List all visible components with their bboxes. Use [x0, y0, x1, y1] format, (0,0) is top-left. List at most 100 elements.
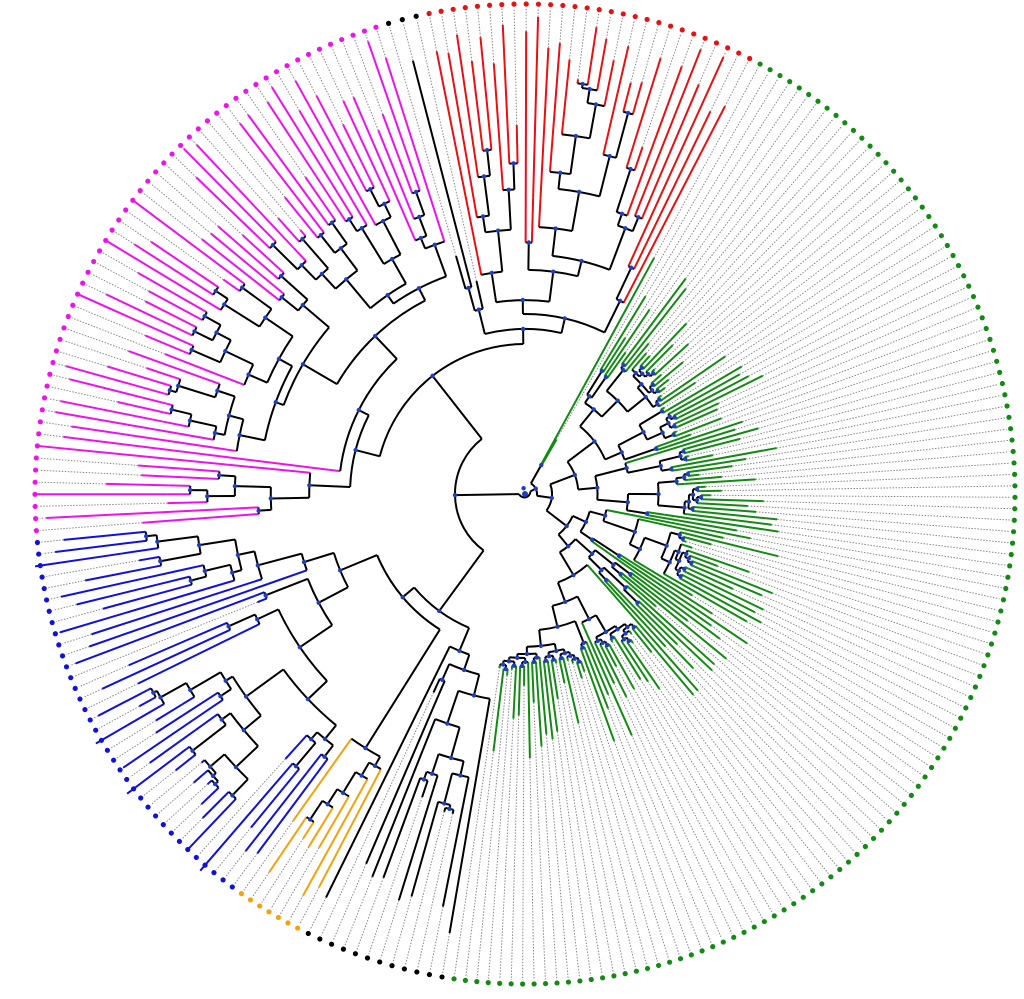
tip-dot [771, 913, 777, 919]
node-dot [593, 102, 599, 107]
branch [91, 591, 221, 636]
leader [612, 641, 773, 913]
leader [150, 762, 202, 805]
branch [225, 791, 230, 796]
leader [664, 237, 939, 408]
tip-dot [474, 3, 481, 9]
branch [421, 718, 437, 751]
node-dots [144, 81, 704, 822]
leader [522, 685, 525, 980]
node-dot [246, 372, 251, 377]
leader [356, 877, 384, 951]
branch [454, 493, 520, 497]
tip-dot [47, 371, 53, 377]
leader [577, 11, 588, 80]
branch [160, 552, 201, 563]
branch [320, 234, 336, 254]
branch [164, 353, 219, 376]
node-dot [300, 362, 306, 367]
branch [315, 95, 357, 171]
tip-dot [56, 642, 62, 648]
branch [633, 241, 649, 270]
leader [501, 8, 504, 25]
branch [547, 664, 559, 732]
branch [156, 575, 190, 586]
leader [289, 895, 304, 920]
branch [443, 807, 447, 812]
branch [638, 605, 678, 646]
branch [439, 646, 451, 666]
tip-dot [176, 838, 183, 845]
leader [78, 664, 129, 688]
node-dot [631, 624, 637, 630]
branch [63, 435, 329, 471]
branch [599, 356, 610, 371]
node-dot [682, 456, 688, 462]
branch [358, 195, 377, 226]
leader [513, 8, 518, 126]
branch [304, 176, 316, 192]
branch [223, 303, 261, 328]
branch [155, 714, 184, 734]
branch [219, 474, 236, 478]
leader [645, 125, 843, 354]
node-dot [240, 285, 245, 290]
tip-dot [462, 977, 468, 983]
branch [656, 343, 689, 374]
branch [629, 639, 634, 644]
branch [88, 583, 269, 648]
node-dot [418, 235, 424, 241]
tip-dot [229, 884, 235, 890]
tip-dot [1009, 540, 1016, 546]
tip-dot [439, 974, 445, 980]
branch [615, 639, 642, 680]
branch [342, 100, 384, 187]
tip-dot [560, 2, 566, 9]
node-dot [233, 764, 239, 770]
node-dot [603, 374, 609, 380]
tip-dot [57, 336, 63, 342]
node-dot [636, 215, 641, 220]
branch [580, 622, 591, 641]
tip-dot [233, 95, 239, 101]
tip-dot [833, 112, 839, 118]
branch [228, 613, 256, 628]
branch [603, 566, 627, 589]
tip-dot [273, 69, 280, 75]
tip-dot [305, 51, 312, 58]
branch [447, 52, 472, 184]
node-dot [579, 258, 584, 264]
tip-dot [41, 395, 48, 401]
node-dot [167, 388, 173, 393]
node-dot [489, 270, 494, 276]
tip-dot [791, 901, 797, 907]
branch [458, 627, 471, 652]
leader [653, 67, 759, 259]
leader [416, 20, 477, 282]
branch [128, 635, 195, 667]
branch [598, 155, 611, 197]
node-dot [623, 585, 628, 590]
branch [398, 158, 414, 194]
branch [278, 357, 293, 368]
tip-dot [894, 810, 900, 816]
leader [48, 579, 86, 589]
tip-dot [952, 725, 958, 731]
tip-dot [655, 962, 662, 969]
branch [492, 672, 505, 752]
branch [619, 553, 640, 568]
branch [548, 127, 555, 172]
branch [292, 744, 348, 822]
branch [563, 661, 580, 724]
branch [215, 290, 229, 300]
branch [310, 821, 315, 826]
tip-dot [644, 16, 650, 23]
branch [209, 291, 214, 296]
tip-dot [474, 979, 480, 985]
tip-dot [878, 827, 885, 833]
tip-dot [944, 242, 950, 249]
tip-dot [178, 142, 184, 149]
branch [469, 182, 478, 218]
branch [603, 300, 621, 333]
branch [625, 598, 694, 669]
